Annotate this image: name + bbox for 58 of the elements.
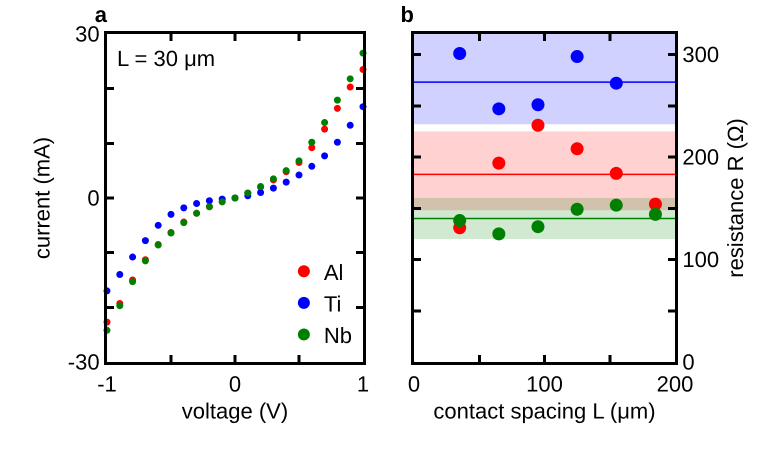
point xyxy=(270,184,277,192)
point xyxy=(610,198,623,212)
point xyxy=(492,156,506,170)
point xyxy=(531,118,544,132)
point xyxy=(308,162,316,170)
point xyxy=(193,200,200,207)
point xyxy=(296,172,302,179)
point xyxy=(492,227,506,240)
point xyxy=(129,254,136,261)
y-tick-label: -30 xyxy=(68,350,100,375)
point xyxy=(321,119,328,126)
point xyxy=(453,46,466,60)
x-tick-label: -1 xyxy=(97,371,117,396)
legend-label: Al xyxy=(324,260,344,285)
x-tick-label: 1 xyxy=(356,371,370,396)
x-axis-title: voltage (V) xyxy=(182,398,288,424)
point xyxy=(334,104,341,112)
y-tick-label: 0 xyxy=(87,186,100,211)
y2-tick-label: 200 xyxy=(682,144,720,170)
point xyxy=(648,208,662,221)
point xyxy=(453,214,466,228)
y2-axis-title: resistance R (Ω) xyxy=(723,118,748,278)
legend-label: Ti xyxy=(324,291,342,316)
point xyxy=(570,202,584,216)
point xyxy=(308,138,316,146)
point xyxy=(346,75,354,82)
point xyxy=(257,189,264,196)
y-axis-title: current (mA) xyxy=(30,136,55,260)
point xyxy=(180,204,188,212)
y2-tick-label: 100 xyxy=(682,247,720,272)
y2-tick-label: 300 xyxy=(682,42,720,68)
point xyxy=(206,197,213,204)
point xyxy=(321,152,328,160)
chart-title: b xyxy=(400,2,414,28)
point xyxy=(531,98,544,112)
point xyxy=(282,178,290,186)
legend-label: Nb xyxy=(324,323,352,348)
point xyxy=(570,142,584,156)
point xyxy=(168,210,174,218)
point xyxy=(154,222,162,229)
point xyxy=(610,76,623,90)
x-tick-label: 0 xyxy=(408,371,420,396)
point xyxy=(116,302,124,310)
point xyxy=(610,166,623,180)
point xyxy=(346,122,354,129)
point xyxy=(531,220,544,234)
x-tick-label: 0 xyxy=(228,371,242,396)
point xyxy=(116,271,124,278)
point xyxy=(142,237,149,244)
point xyxy=(321,126,328,133)
point xyxy=(346,84,354,91)
point xyxy=(492,102,506,116)
x-axis-title: contact spacing L (μm) xyxy=(433,398,656,424)
point xyxy=(334,138,341,146)
x-tick-label: 100 xyxy=(526,371,563,396)
point xyxy=(334,96,341,104)
annotation: L = 30 μm xyxy=(117,46,216,71)
point xyxy=(570,50,584,64)
